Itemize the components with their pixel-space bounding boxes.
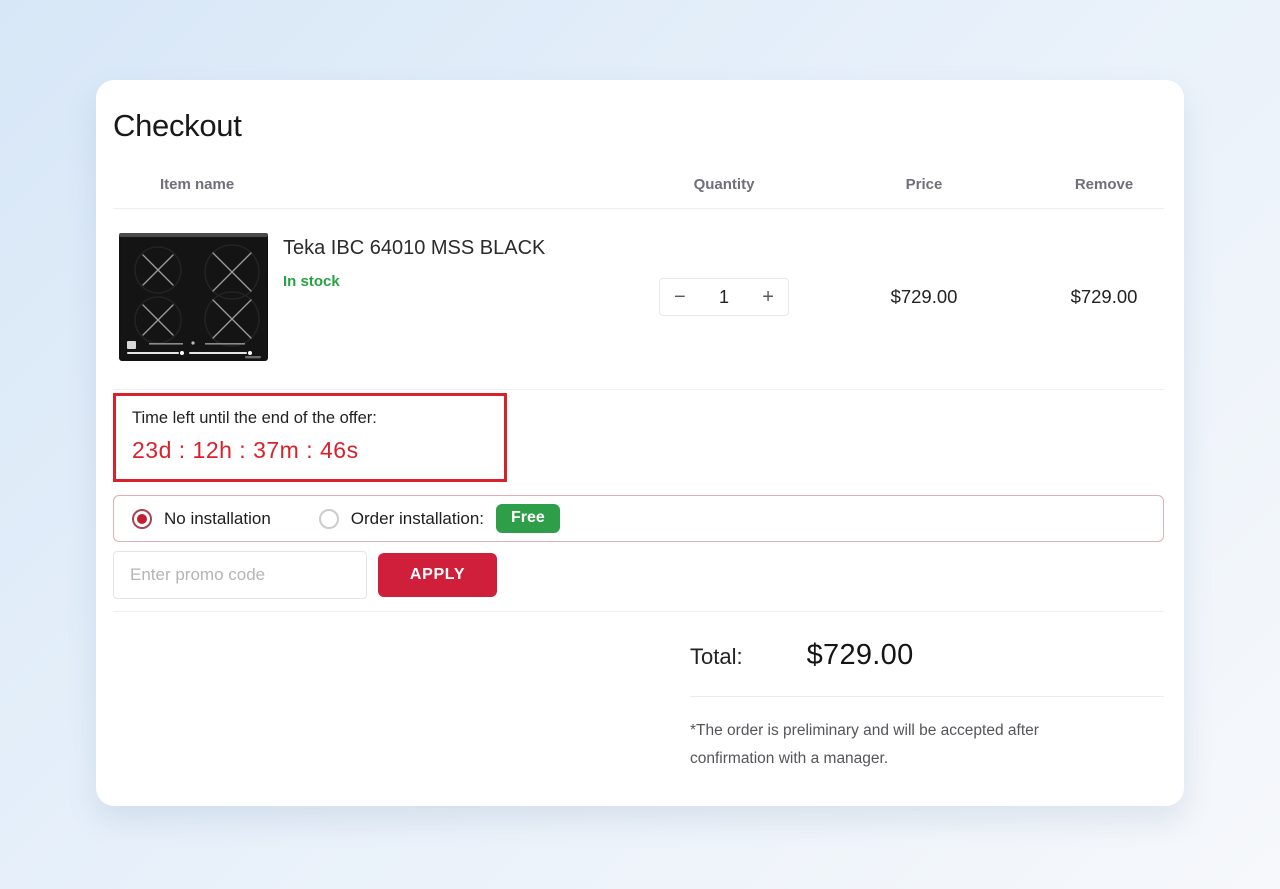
offer-timer-box: Time left until the end of the offer: 23… [113,393,507,482]
promo-code-row: APPLY [113,551,1164,612]
no-installation-radio[interactable] [132,508,152,529]
summary-divider [690,696,1164,697]
quantity-value: 1 [718,286,729,307]
order-summary: Total: $729.00 *The order is preliminary… [690,639,1164,773]
quantity-increase-button[interactable]: + [762,286,774,308]
no-installation-label[interactable]: No installation [164,508,271,528]
total-value: $729.00 [806,639,914,671]
order-note: *The order is preliminary and will be ac… [690,722,1039,767]
column-header-remove: Remove [1074,176,1134,193]
order-installation-radio[interactable] [318,508,339,529]
page-title: Checkout [113,108,242,143]
installation-options: No installation Order installation: Free [113,495,1164,542]
quantity-decrease-button[interactable]: − [674,286,686,308]
product-cell: Teka IBC 64010 MSS BLACK In stock [119,233,644,361]
apply-promo-button[interactable]: APPLY [378,553,497,597]
promo-code-input[interactable] [113,551,367,599]
item-row-total: $729.00 [1070,286,1138,307]
offer-timer-label: Time left until the end of the offer: [132,409,377,427]
table-row: Teka IBC 64010 MSS BLACK In stock − 1 + … [113,209,1164,390]
radio-dot [137,513,147,524]
quantity-stepper: − 1 + [659,278,789,316]
order-installation-label[interactable]: Order installation: [350,508,485,528]
column-header-item-name: Item name [160,176,235,193]
table-header-row: Item name Quantity Price Remove [113,176,1164,209]
product-image [119,233,268,361]
order-installation-option: Order installation: Free [318,504,560,533]
product-name: Teka IBC 64010 MSS BLACK [283,237,546,259]
item-price: $729.00 [890,286,958,307]
offer-timer-countdown: 23d : 12h : 37m : 46s [132,437,359,463]
column-header-price: Price [905,176,943,193]
stock-status-label: In stock [283,273,340,290]
total-label: Total: [690,644,743,669]
free-badge: Free [496,504,560,533]
column-header-quantity: Quantity [693,176,755,193]
total-row: Total: $729.00 [690,639,1164,672]
checkout-card: Checkout Item name Quantity Price Remove [96,80,1184,806]
product-info: Teka IBC 64010 MSS BLACK In stock [283,233,545,361]
quantity-cell: − 1 + [644,278,804,316]
